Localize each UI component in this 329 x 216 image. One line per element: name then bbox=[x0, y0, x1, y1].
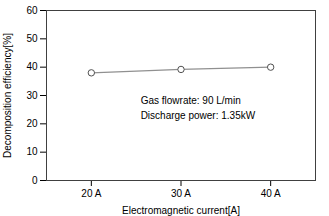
svg-text:20 A: 20 A bbox=[81, 188, 101, 199]
svg-text:40 A: 40 A bbox=[261, 188, 281, 199]
svg-text:10: 10 bbox=[26, 146, 38, 157]
svg-text:Gas flowrate: 90 L/minDischarg: Gas flowrate: 90 L/minDischarge power: 1… bbox=[141, 95, 256, 121]
svg-text:40: 40 bbox=[26, 61, 38, 72]
svg-text:30 A: 30 A bbox=[171, 188, 191, 199]
svg-text:Electromagnetic current[A]: Electromagnetic current[A] bbox=[122, 205, 240, 216]
svg-text:Decomposition efficiency[%]: Decomposition efficiency[%] bbox=[2, 33, 13, 158]
svg-text:30: 30 bbox=[26, 90, 38, 101]
svg-text:20: 20 bbox=[26, 118, 38, 129]
svg-text:0: 0 bbox=[32, 175, 38, 186]
svg-text:60: 60 bbox=[26, 5, 38, 16]
svg-text:50: 50 bbox=[26, 33, 38, 44]
